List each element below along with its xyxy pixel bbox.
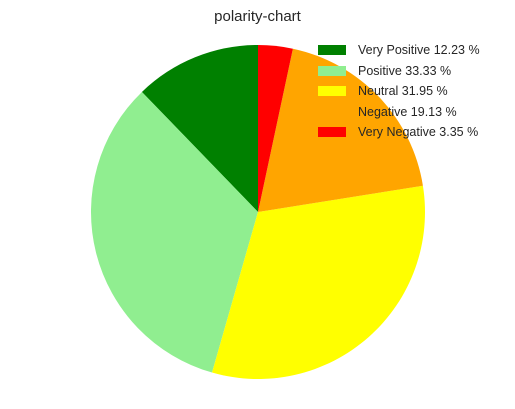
legend-swatch xyxy=(318,106,346,117)
pie-slice-neutral xyxy=(212,185,425,380)
legend-item-very-positive: Very Positive 12.23 % xyxy=(318,40,508,61)
legend-item-very-negative: Very Negative 3.35 % xyxy=(318,122,508,143)
legend-swatch xyxy=(318,86,346,97)
legend-label: Very Positive 12.23 % xyxy=(358,43,480,58)
legend-label: Neutral 31.95 % xyxy=(358,84,448,99)
legend-swatch xyxy=(318,45,346,56)
legend-item-positive: Positive 33.33 % xyxy=(318,61,508,82)
pie-slice-very-positive xyxy=(141,45,258,212)
pie-slice-positive xyxy=(90,91,259,373)
legend-item-neutral: Neutral 31.95 % xyxy=(318,81,508,102)
pie-slice-very-negative xyxy=(258,45,293,212)
legend-swatch xyxy=(318,65,346,76)
legend-item-negative: Negative 19.13 % xyxy=(318,102,508,123)
chart-title: polarity-chart xyxy=(214,8,301,25)
legend-swatch xyxy=(318,127,346,138)
legend: Very Positive 12.23 % Positive 33.33 % N… xyxy=(318,40,508,143)
legend-label: Negative 19.13 % xyxy=(358,104,457,119)
legend-label: Very Negative 3.35 % xyxy=(358,125,479,140)
legend-label: Positive 33.33 % xyxy=(358,63,452,78)
